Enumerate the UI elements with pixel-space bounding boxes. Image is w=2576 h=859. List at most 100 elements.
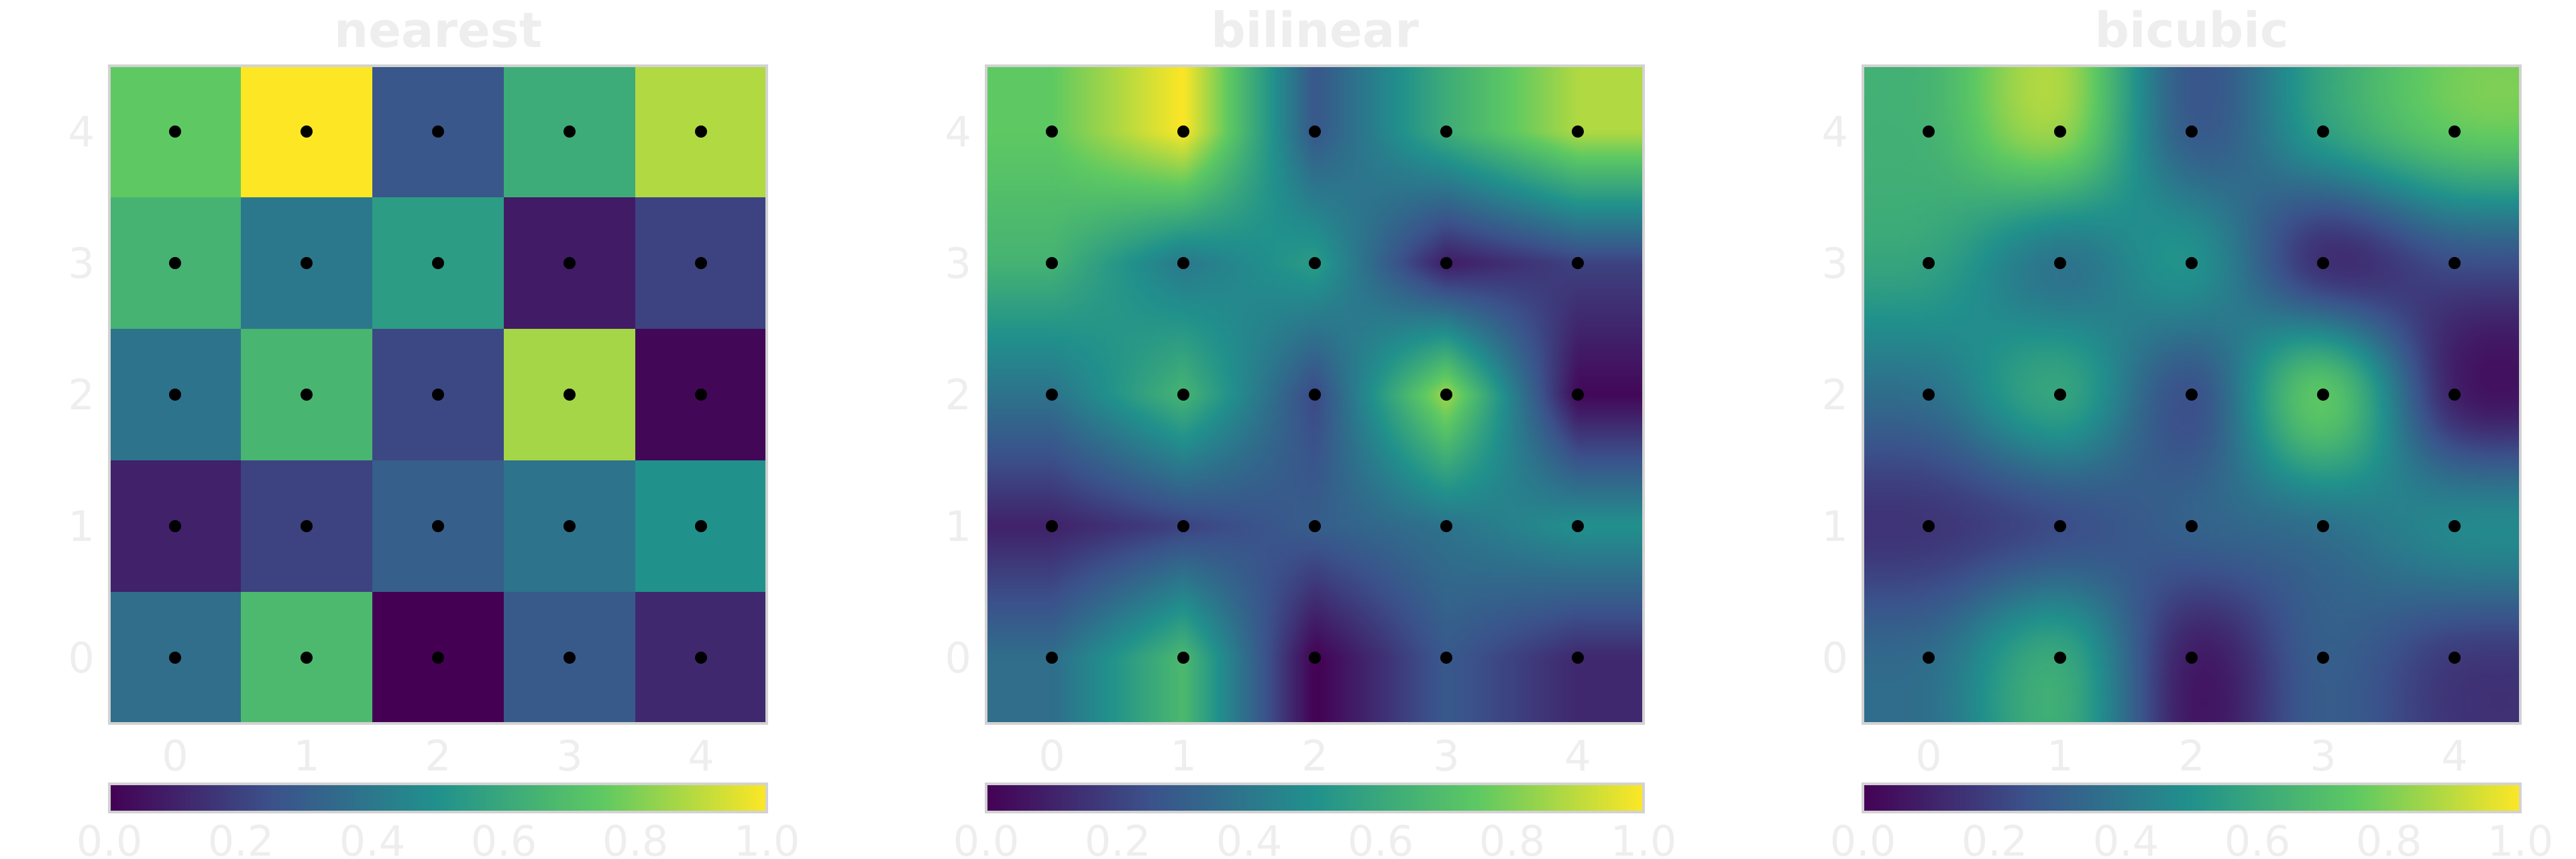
- colorbar-tick-label: 1.0: [734, 817, 800, 859]
- y-tick-label: 1: [945, 502, 971, 551]
- grid-point: [169, 520, 181, 532]
- grid-point: [1923, 389, 1935, 401]
- colorbar-tick-label: 0.6: [1348, 817, 1414, 859]
- plot-frame: [985, 64, 1645, 725]
- grid-point: [301, 389, 313, 401]
- grid-point: [2317, 125, 2329, 138]
- x-tick-label: 1: [2047, 731, 2073, 780]
- grid-point: [564, 389, 576, 401]
- grid-point: [2449, 125, 2461, 138]
- grid-point: [432, 389, 444, 401]
- grid-point: [301, 520, 313, 532]
- grid-point: [2449, 652, 2461, 664]
- colorbar-tick-label: 0.8: [2356, 817, 2422, 859]
- grid-point: [695, 389, 707, 401]
- colorbar-frame: [1862, 782, 2522, 813]
- colorbar-tick-label: 0.6: [2224, 817, 2291, 859]
- grid-point: [2186, 520, 2198, 532]
- grid-point: [432, 257, 444, 269]
- colorbar: [1863, 784, 2520, 812]
- grid-point: [432, 652, 444, 664]
- grid-point: [1440, 125, 1452, 138]
- grid-point: [2449, 257, 2461, 269]
- grid-point: [169, 389, 181, 401]
- x-tick-label: 0: [162, 731, 188, 780]
- colorbar-tick-label: 0.4: [1216, 817, 1283, 859]
- panel-bilinear: bilinear 0 1 2 3 4 0 1 2 3 4 0.0 0.2 0.4 0.6 0.8 1.0: [945, 2, 1677, 859]
- grid-point: [301, 257, 313, 269]
- y-tick-label: 0: [945, 634, 971, 683]
- grid-point: [2186, 125, 2198, 138]
- grid-point: [2054, 389, 2066, 401]
- y-tick-label: 2: [1822, 370, 1848, 419]
- grid-point: [2054, 257, 2066, 269]
- grid-point: [1046, 257, 1058, 269]
- x-tick-label: 4: [688, 731, 714, 780]
- grid-point: [2054, 520, 2066, 532]
- grid-point: [1309, 125, 1321, 138]
- grid-point: [432, 520, 444, 532]
- y-tick-label: 3: [945, 239, 971, 288]
- grid-point: [1309, 389, 1321, 401]
- grid-point: [1923, 652, 1935, 664]
- grid-point: [695, 257, 707, 269]
- grid-point: [2186, 389, 2198, 401]
- x-tick-label: 2: [1301, 731, 1328, 780]
- grid-point: [2186, 257, 2198, 269]
- grid-point: [1046, 389, 1058, 401]
- grid-point: [169, 257, 181, 269]
- y-tick-label: 1: [68, 502, 95, 551]
- colorbar-frame: [108, 782, 768, 813]
- plot-frame: [108, 64, 768, 725]
- colorbar: [986, 784, 1644, 812]
- colorbar-tick-label: 0.4: [339, 817, 406, 859]
- y-tick-label: 1: [1822, 502, 1848, 551]
- grid-point: [564, 125, 576, 138]
- panel-bicubic: bicubic 0 1 2 3 4 0 1 2 3 4 0.0 0.2 0.4 0.6 0.8 1.0: [1822, 2, 2554, 859]
- colorbar-tick-label: 0.2: [208, 817, 274, 859]
- grid-point: [2317, 257, 2329, 269]
- colorbar-tick-label: 0.0: [953, 817, 1020, 859]
- grid-point: [695, 125, 707, 138]
- grid-point: [2317, 652, 2329, 664]
- panel-title: bicubic: [2094, 2, 2288, 58]
- panel-nearest: nearest 0 1 2 3 4 0 1 2 3 4 0.0 0.2 0.4 0.6 0.8 1.0: [68, 2, 800, 859]
- y-tick-label: 0: [1822, 634, 1848, 683]
- grid-point: [1572, 652, 1584, 664]
- panel-title: nearest: [334, 2, 542, 58]
- grid-point: [432, 125, 444, 138]
- y-tick-label: 2: [945, 370, 971, 419]
- x-tick-label: 3: [556, 731, 582, 780]
- y-tick-label: 4: [1822, 107, 1848, 156]
- grid-point: [1309, 652, 1321, 664]
- grid-point: [1046, 652, 1058, 664]
- panel-title: bilinear: [1211, 2, 1419, 58]
- grid-point: [1309, 257, 1321, 269]
- grid-point: [169, 125, 181, 138]
- grid-point: [564, 520, 576, 532]
- x-tick-label: 3: [1433, 731, 1459, 780]
- colorbar-tick-label: 0.8: [1479, 817, 1546, 859]
- y-tick-label: 2: [68, 370, 95, 419]
- colorbar: [109, 784, 767, 812]
- grid-point: [301, 125, 313, 138]
- grid-point: [1177, 257, 1189, 269]
- colorbar-tick-label: 0.0: [76, 817, 143, 859]
- grid-point: [1177, 652, 1189, 664]
- grid-point: [169, 652, 181, 664]
- grid-point: [2054, 652, 2066, 664]
- x-tick-label: 0: [1915, 731, 1941, 780]
- colorbar-tick-label: 0.0: [1830, 817, 1896, 859]
- colorbar-tick-label: 0.6: [471, 817, 537, 859]
- y-tick-label: 4: [68, 107, 95, 156]
- x-tick-label: 2: [425, 731, 451, 780]
- colorbar-tick-label: 1.0: [1611, 817, 1677, 859]
- grid-point: [1572, 257, 1584, 269]
- colorbar-tick-label: 0.2: [1962, 817, 2028, 859]
- y-tick-label: 3: [1822, 239, 1848, 288]
- grid-point: [1309, 520, 1321, 532]
- x-tick-label: 1: [1170, 731, 1196, 780]
- colorbar-frame: [985, 782, 1645, 813]
- grid-point: [1046, 520, 1058, 532]
